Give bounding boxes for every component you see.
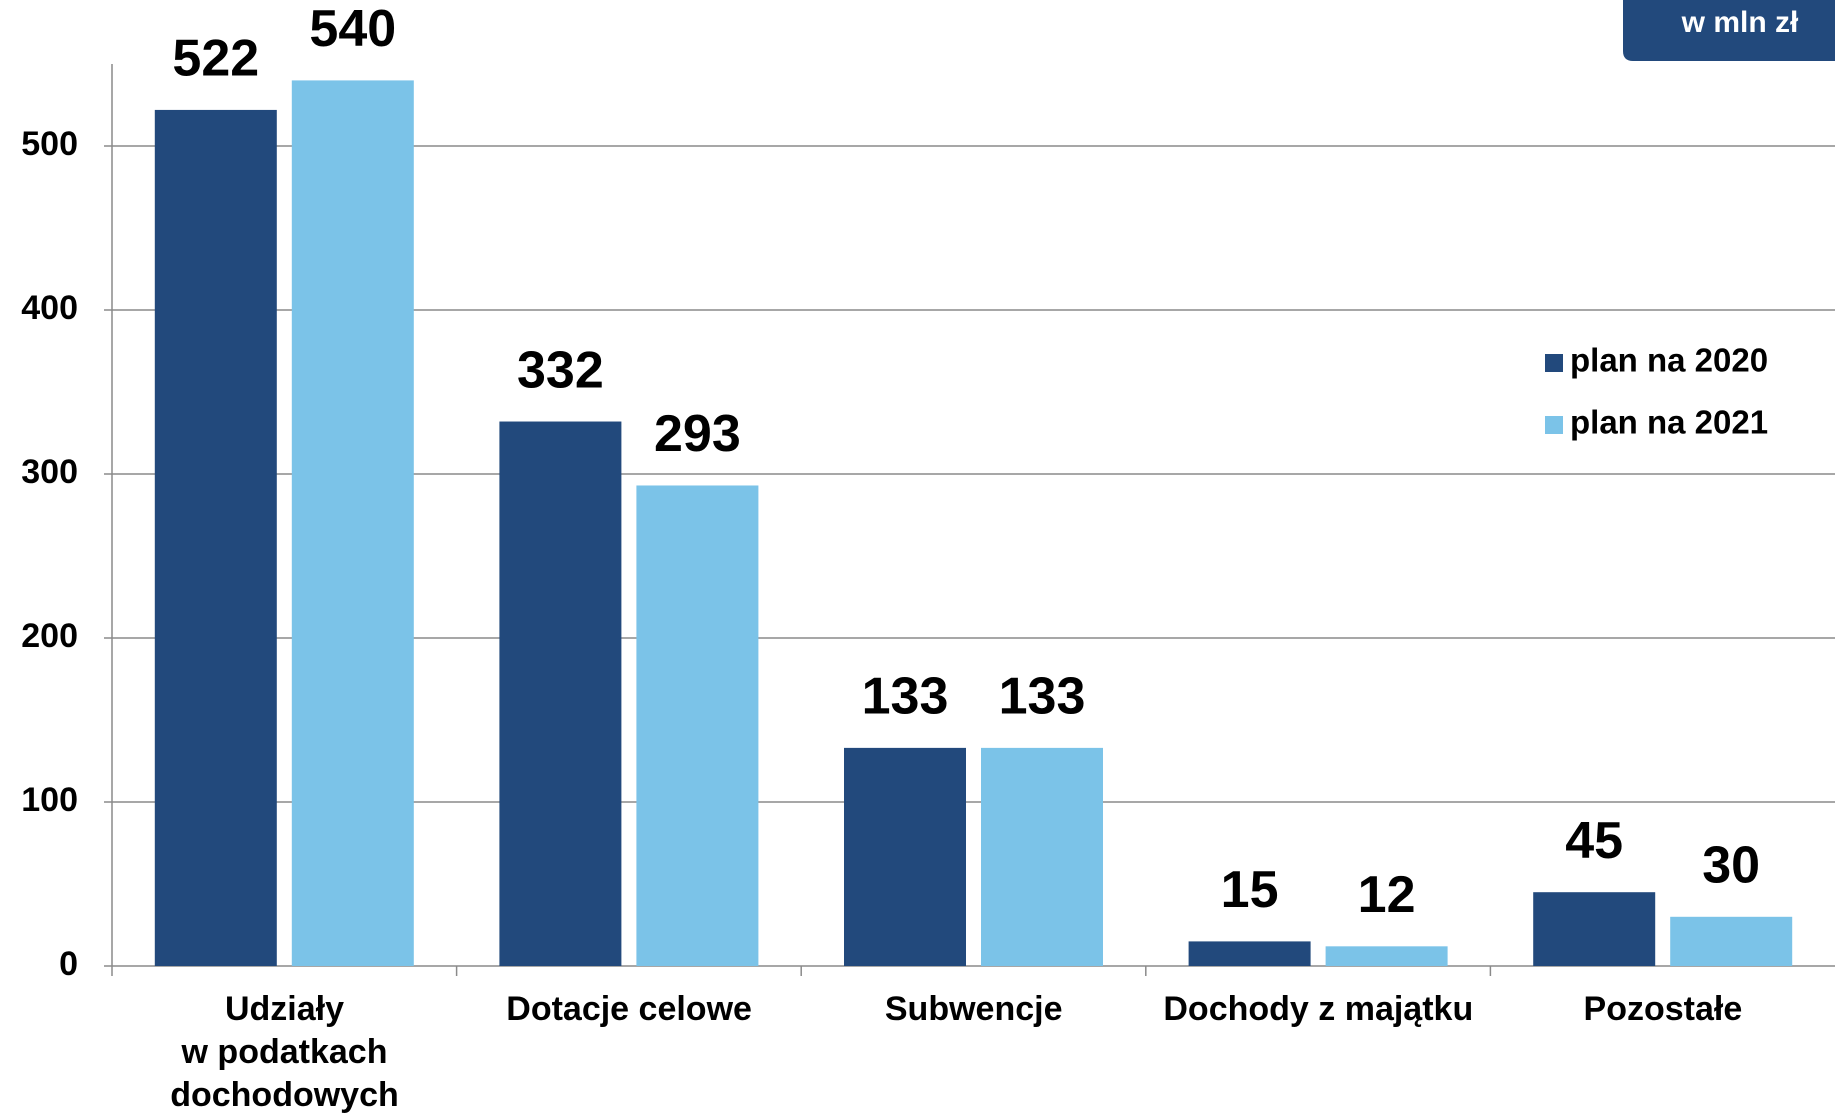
data-label: 522 bbox=[172, 30, 259, 88]
bar bbox=[154, 109, 277, 967]
bar bbox=[1533, 892, 1656, 966]
bar bbox=[291, 80, 414, 966]
unit-box bbox=[1623, 0, 1835, 61]
y-tick-label: 100 bbox=[21, 781, 78, 819]
bar bbox=[499, 421, 622, 966]
bar bbox=[1188, 941, 1311, 966]
legend-label: plan na 2021 bbox=[1570, 404, 1768, 441]
bar bbox=[844, 747, 966, 966]
x-tick-label: Pozostałe bbox=[1583, 990, 1743, 1028]
data-label: 30 bbox=[1702, 837, 1760, 895]
data-label: 45 bbox=[1565, 812, 1623, 870]
y-tick-label: 500 bbox=[21, 125, 78, 163]
data-label: 540 bbox=[309, 0, 396, 58]
legend-swatch bbox=[1545, 416, 1563, 434]
data-label: 133 bbox=[862, 668, 949, 726]
y-tick-label: 400 bbox=[21, 289, 78, 327]
legend-swatch bbox=[1545, 354, 1563, 372]
data-label: 15 bbox=[1221, 861, 1279, 919]
y-tick-label: 200 bbox=[21, 617, 78, 655]
y-tick-label: 0 bbox=[59, 945, 78, 983]
bar bbox=[636, 485, 759, 966]
data-label: 332 bbox=[517, 341, 604, 399]
legend-label: plan na 2020 bbox=[1570, 342, 1768, 379]
data-label: 293 bbox=[654, 405, 741, 463]
bar bbox=[1325, 946, 1448, 966]
unit-label: w mln zł bbox=[1681, 6, 1799, 39]
x-tick-label: Udziały w podatkach dochodowych bbox=[170, 990, 399, 1114]
x-tick-label: Dochody z majątku bbox=[1163, 990, 1474, 1028]
bar bbox=[1670, 916, 1793, 966]
data-label: 133 bbox=[999, 668, 1086, 726]
data-label: 12 bbox=[1358, 866, 1416, 924]
y-tick-label: 300 bbox=[21, 453, 78, 491]
x-tick-label: Dotacje celowe bbox=[506, 990, 752, 1028]
bar bbox=[981, 747, 1103, 966]
x-tick-label: Subwencje bbox=[884, 990, 1063, 1028]
